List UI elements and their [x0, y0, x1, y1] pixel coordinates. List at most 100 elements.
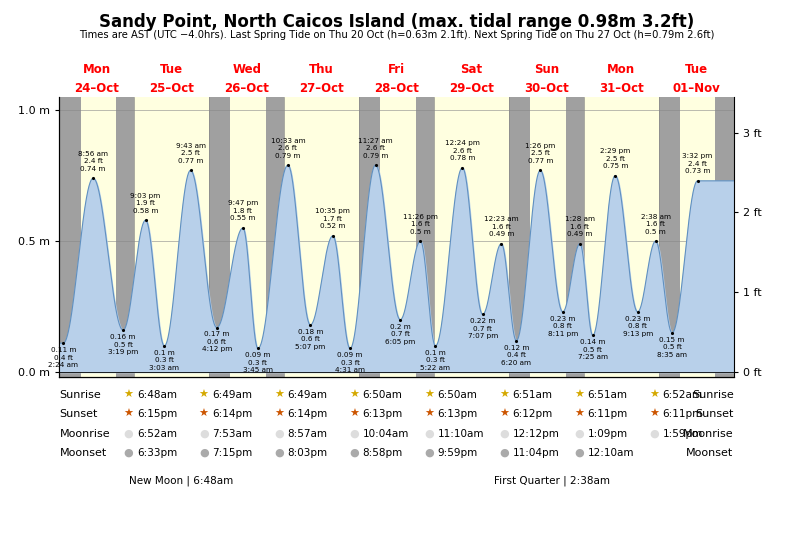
Text: 6:50am: 6:50am [438, 390, 477, 400]
Bar [584, 97, 659, 377]
Text: First Quarter | 2:38am: First Quarter | 2:38am [493, 476, 610, 486]
Text: 1:59pm: 1:59pm [663, 429, 703, 439]
Text: Times are AST (UTC −4.0hrs). Last Spring Tide on Thu 20 Oct (h=0.63m 2.1ft). Nex: Times are AST (UTC −4.0hrs). Last Spring… [79, 30, 714, 40]
Text: Mon: Mon [607, 64, 635, 77]
Text: ★: ★ [499, 390, 509, 400]
Bar [605, 97, 641, 377]
Text: 11:04pm: 11:04pm [512, 448, 559, 458]
Text: 3:32 pm
2.4 ft
0.73 m: 3:32 pm 2.4 ft 0.73 m [683, 153, 713, 174]
Text: 2:38 am
1.6 ft
0.5 m: 2:38 am 1.6 ft 0.5 m [641, 213, 671, 234]
Text: Sun: Sun [534, 64, 559, 77]
Text: 24–Oct: 24–Oct [75, 82, 120, 95]
Bar [680, 97, 715, 377]
Text: 6:48am: 6:48am [137, 390, 177, 400]
Text: New Moon | 6:48am: New Moon | 6:48am [128, 476, 233, 486]
Text: 29–Oct: 29–Oct [449, 82, 494, 95]
Text: 11:27 am
2.6 ft
0.79 m: 11:27 am 2.6 ft 0.79 m [358, 137, 393, 158]
Text: 6:15pm: 6:15pm [137, 409, 178, 419]
Text: 1:26 pm
2.5 ft
0.77 m: 1:26 pm 2.5 ft 0.77 m [525, 143, 555, 164]
Text: ★: ★ [349, 409, 359, 419]
Bar [209, 97, 284, 377]
Text: ●: ● [649, 429, 660, 439]
Text: 9:47 pm
1.8 ft
0.55 m: 9:47 pm 1.8 ft 0.55 m [228, 201, 258, 222]
Bar [530, 97, 565, 377]
Text: 6:14pm: 6:14pm [287, 409, 328, 419]
Text: 8:57am: 8:57am [287, 429, 328, 439]
Text: ★: ★ [649, 390, 660, 400]
Text: 6:49am: 6:49am [212, 390, 252, 400]
Bar [284, 97, 359, 377]
Text: ●: ● [424, 429, 434, 439]
Text: ●: ● [574, 448, 584, 458]
Text: 6:13pm: 6:13pm [438, 409, 477, 419]
Text: 6:52am: 6:52am [663, 390, 703, 400]
Text: ●: ● [124, 429, 133, 439]
Text: 0.1 m
0.3 ft
5:22 am: 0.1 m 0.3 ft 5:22 am [420, 350, 450, 371]
Text: ●: ● [424, 448, 434, 458]
Bar [359, 97, 434, 377]
Text: ★: ★ [199, 409, 209, 419]
Text: 31–Oct: 31–Oct [599, 82, 644, 95]
Text: 0.09 m
0.3 ft
3:45 am: 0.09 m 0.3 ft 3:45 am [243, 353, 273, 374]
Text: 0.17 m
0.6 ft
4:12 pm: 0.17 m 0.6 ft 4:12 pm [201, 331, 232, 353]
Text: Sunrise: Sunrise [691, 390, 734, 400]
Bar [134, 97, 209, 377]
Text: 7:15pm: 7:15pm [212, 448, 252, 458]
Text: 0.1 m
0.3 ft
3:03 am: 0.1 m 0.3 ft 3:03 am [149, 350, 179, 371]
Text: 12:10am: 12:10am [588, 448, 634, 458]
Text: Mon: Mon [82, 64, 111, 77]
Text: 0.16 m
0.5 ft
3:19 pm: 0.16 m 0.5 ft 3:19 pm [108, 334, 138, 355]
Text: 12:23 am
1.6 ft
0.49 m: 12:23 am 1.6 ft 0.49 m [484, 216, 519, 237]
Text: Wed: Wed [232, 64, 261, 77]
Bar [434, 97, 509, 377]
Text: 0.18 m
0.6 ft
5:07 pm: 0.18 m 0.6 ft 5:07 pm [295, 329, 325, 350]
Text: ★: ★ [424, 390, 434, 400]
Text: 9:03 pm
1.9 ft
0.58 m: 9:03 pm 1.9 ft 0.58 m [131, 192, 161, 213]
Text: 26–Oct: 26–Oct [224, 82, 269, 95]
Bar [305, 97, 341, 377]
Text: 11:26 pm
1.6 ft
0.5 m: 11:26 pm 1.6 ft 0.5 m [403, 213, 438, 234]
Text: 6:14pm: 6:14pm [212, 409, 252, 419]
Text: 0.09 m
0.3 ft
4:31 am: 0.09 m 0.3 ft 4:31 am [335, 353, 365, 374]
Text: 0.22 m
0.7 ft
7:07 pm: 0.22 m 0.7 ft 7:07 pm [468, 319, 498, 340]
Text: 11:10am: 11:10am [438, 429, 484, 439]
Text: ★: ★ [349, 390, 359, 400]
Text: 12:12pm: 12:12pm [512, 429, 559, 439]
Text: ★: ★ [649, 409, 660, 419]
Text: 0.2 m
0.7 ft
6:05 pm: 0.2 m 0.7 ft 6:05 pm [385, 323, 416, 344]
Text: 6:51am: 6:51am [512, 390, 553, 400]
Text: 28–Oct: 28–Oct [374, 82, 419, 95]
Text: Fri: Fri [388, 64, 405, 77]
Text: ●: ● [274, 429, 284, 439]
Text: 0.11 m
0.4 ft
2:24 am: 0.11 m 0.4 ft 2:24 am [48, 347, 79, 368]
Text: ●: ● [349, 448, 359, 458]
Text: 6:51am: 6:51am [588, 390, 627, 400]
Bar [155, 97, 191, 377]
Text: Thu: Thu [309, 64, 334, 77]
Text: 01–Nov: 01–Nov [672, 82, 720, 95]
Text: 10:35 pm
1.7 ft
0.52 m: 10:35 pm 1.7 ft 0.52 m [316, 208, 351, 229]
Text: 7:53am: 7:53am [212, 429, 252, 439]
Text: Moonrise: Moonrise [59, 429, 110, 439]
Text: ★: ★ [574, 390, 584, 400]
Text: ●: ● [574, 429, 584, 439]
Text: ●: ● [500, 448, 509, 458]
Text: ★: ★ [274, 409, 284, 419]
Text: 6:33pm: 6:33pm [137, 448, 178, 458]
Text: 6:13pm: 6:13pm [362, 409, 403, 419]
Text: Moonrise: Moonrise [683, 429, 734, 439]
Text: Sunrise: Sunrise [59, 390, 102, 400]
Text: 6:49am: 6:49am [287, 390, 328, 400]
Text: 2:29 pm
2.5 ft
0.75 m: 2:29 pm 2.5 ft 0.75 m [600, 148, 630, 169]
Text: 12:24 pm
2.6 ft
0.78 m: 12:24 pm 2.6 ft 0.78 m [445, 140, 480, 161]
Text: Moonset: Moonset [686, 448, 734, 458]
Text: 8:03pm: 8:03pm [287, 448, 328, 458]
Text: 8:56 am
2.4 ft
0.74 m: 8:56 am 2.4 ft 0.74 m [79, 151, 108, 172]
Text: ★: ★ [124, 409, 133, 419]
Text: ●: ● [199, 448, 209, 458]
Text: ●: ● [349, 429, 359, 439]
Text: 0.14 m
0.5 ft
7:25 am: 0.14 m 0.5 ft 7:25 am [578, 340, 607, 360]
Text: Sunset: Sunset [59, 409, 98, 419]
Text: Tue: Tue [160, 64, 183, 77]
Text: 0.15 m
0.5 ft
8:35 am: 0.15 m 0.5 ft 8:35 am [657, 337, 687, 358]
